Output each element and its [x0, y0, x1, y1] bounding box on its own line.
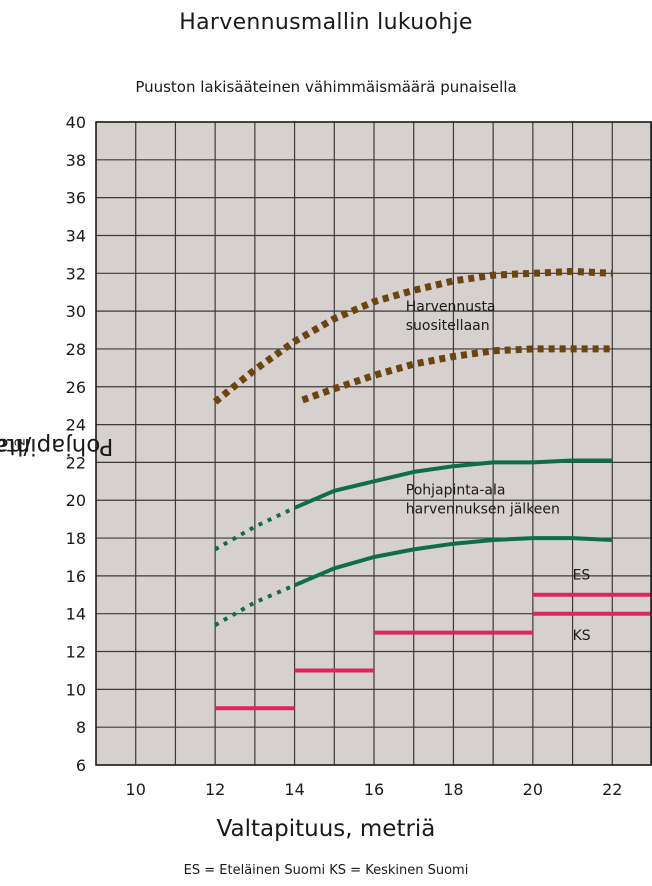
y-tick-label: 6: [76, 756, 86, 775]
y-tick-label: 40: [66, 113, 86, 132]
annotation-text: ES: [573, 568, 591, 584]
y-tick-label: 12: [66, 643, 86, 662]
y-tick-label: 36: [66, 189, 86, 208]
annotation-text: harvennuksen jälkeen: [406, 502, 560, 518]
series-line: [293, 458, 613, 510]
y-tick-label: 26: [66, 378, 86, 397]
y-tick-label: 18: [66, 529, 86, 548]
series-line: [293, 536, 613, 588]
chart-title: Harvennusmallin lukuohje: [179, 10, 473, 35]
y-tick-label: 38: [66, 151, 86, 170]
y-tick-label: 32: [66, 264, 86, 283]
x-tick-label: 10: [126, 780, 146, 799]
y-tick-label: 30: [66, 302, 86, 321]
footnote: ES = Eteläinen Suomi KS = Keskinen Suomi: [183, 863, 469, 878]
x-tick-label: 16: [364, 780, 384, 799]
x-tick-label: 20: [523, 780, 543, 799]
plot-frame: [95, 121, 652, 766]
y-tick-label: 8: [76, 718, 86, 737]
annotations: Harvennusta suositellaan Pohjapinta-ala har…: [406, 299, 591, 644]
y-tick-label: 14: [66, 605, 86, 624]
tick-labels: 6 8 10 12 14 16 18 20 22 24 26 28 30 32 34 36 38 40 10 12 14…: [66, 113, 623, 799]
series-line: [212, 267, 613, 405]
y-tick-label: 10: [66, 680, 86, 699]
x-tick-label: 22: [602, 780, 622, 799]
x-tick-label: 14: [284, 780, 304, 799]
annotation-text: Pohjapinta-ala: [406, 483, 506, 499]
y-tick-label: 24: [66, 416, 86, 435]
chart-subtitle: Puuston lakisääteinen vähimmäismäärä pun…: [135, 78, 517, 96]
y-tick-label: 16: [66, 567, 86, 586]
y-axis-label-tail: /ha: [0, 433, 32, 460]
annotation-text: Harvennusta: [406, 299, 496, 315]
x-tick-label: 18: [443, 780, 463, 799]
y-tick-label: 22: [66, 453, 86, 472]
series-lines: [212, 267, 613, 627]
annotation-text: suositellaan: [406, 318, 490, 334]
y-tick-label: 28: [66, 340, 86, 359]
legal-minimum-steps: [215, 592, 652, 711]
series-line: [301, 345, 613, 404]
y-tick-label: 34: [66, 226, 86, 245]
annotation-text: KS: [573, 628, 591, 644]
x-tick-label: 12: [205, 780, 225, 799]
x-axis-label: Valtapituus, metriä: [216, 816, 436, 842]
y-tick-label: 20: [66, 491, 86, 510]
